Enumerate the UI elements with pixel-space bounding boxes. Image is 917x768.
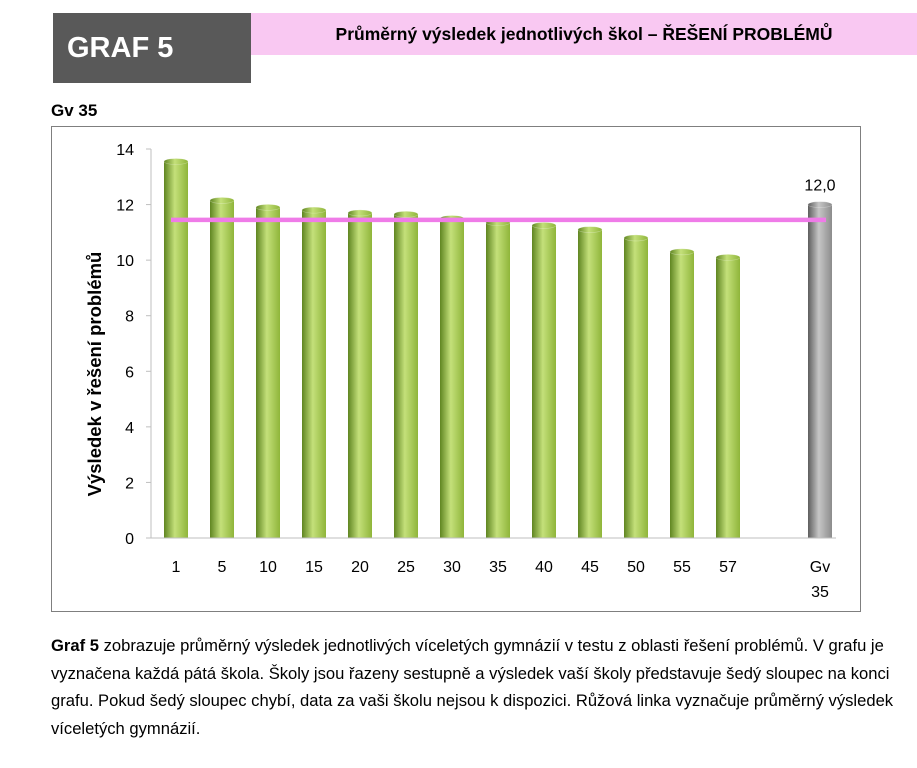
bar-cap	[209, 197, 235, 204]
bar-cap	[715, 254, 741, 261]
bar	[210, 200, 234, 538]
y-tick-label: 12	[116, 198, 134, 215]
x-tick-label: 50	[627, 559, 645, 576]
school-bar	[808, 204, 832, 539]
school-bar-value-label: 12,0	[804, 178, 835, 195]
x-tick-label: 1	[172, 559, 181, 576]
y-tick-label: 0	[125, 531, 134, 548]
x-tick-label: 5	[218, 559, 227, 576]
school-label: Gv 35	[51, 101, 98, 120]
y-tick-label: 8	[125, 309, 134, 326]
bar	[348, 212, 372, 538]
x-tick-label-school: Gv	[810, 559, 830, 576]
graph-number-text: GRAF 5	[67, 31, 174, 64]
bar	[164, 161, 188, 538]
bar-chart: Výsledek v řešení problémů 0 2 4 6 8 10 12 14 1…	[84, 142, 836, 601]
bar	[716, 257, 740, 538]
x-tick-label: 40	[535, 559, 553, 576]
bars: 12,0	[163, 158, 836, 539]
bar	[578, 229, 602, 538]
bar	[532, 225, 556, 538]
bar	[624, 237, 648, 538]
y-tick-label: 10	[116, 253, 134, 270]
caption-text: zobrazuje průměrný výsledek jednotlivých…	[51, 636, 894, 738]
bar-cap	[577, 226, 603, 233]
y-tick-label: 6	[125, 364, 134, 381]
bar	[256, 207, 280, 538]
caption: Graf 5 zobrazuje průměrný výsledek jedno…	[51, 632, 901, 742]
bar-cap	[347, 209, 373, 217]
bar-cap	[623, 234, 649, 242]
x-tick-label: 25	[397, 559, 415, 576]
bar	[670, 251, 694, 539]
y-tick-label: 2	[125, 475, 134, 492]
bar-cap	[669, 248, 695, 256]
x-tick-label: 55	[673, 559, 691, 576]
y-tick-label: 14	[116, 142, 134, 159]
x-tick-label: 15	[305, 559, 323, 576]
x-tick-label: 20	[351, 559, 369, 576]
school-bar-cap	[807, 201, 833, 208]
x-tick-label: 57	[719, 559, 737, 576]
y-axis: 0 2 4 6 8 10 12 14	[116, 142, 152, 548]
bar-cap	[531, 222, 557, 229]
x-tick-label: 35	[489, 559, 507, 576]
x-tick-label: 30	[443, 559, 461, 576]
x-tick-label: 10	[259, 559, 277, 576]
bar	[394, 214, 418, 538]
bar-cap	[393, 210, 419, 218]
bar	[440, 218, 464, 538]
bar	[302, 210, 326, 538]
graph-number-label: GRAF 5	[53, 13, 251, 83]
bar-cap	[301, 206, 327, 214]
chart-container: Výsledek v řešení problémů 0 2 4 6 8 10 12 14 1…	[51, 126, 861, 612]
y-axis-label: Výsledek v řešení problémů	[84, 252, 105, 497]
chart-title: Průměrný výsledek jednotlivých škol – ŘE…	[335, 23, 833, 44]
y-tick-label: 4	[125, 420, 134, 437]
bar	[486, 222, 510, 538]
bar-cap	[163, 158, 189, 165]
bar-cap	[255, 204, 281, 211]
x-tick-label: 45	[581, 559, 599, 576]
chart-title-bar: Průměrný výsledek jednotlivých škol – ŘE…	[251, 13, 917, 55]
caption-bold: Graf 5	[51, 636, 99, 655]
x-tick-label-school-line2: 35	[811, 584, 829, 601]
